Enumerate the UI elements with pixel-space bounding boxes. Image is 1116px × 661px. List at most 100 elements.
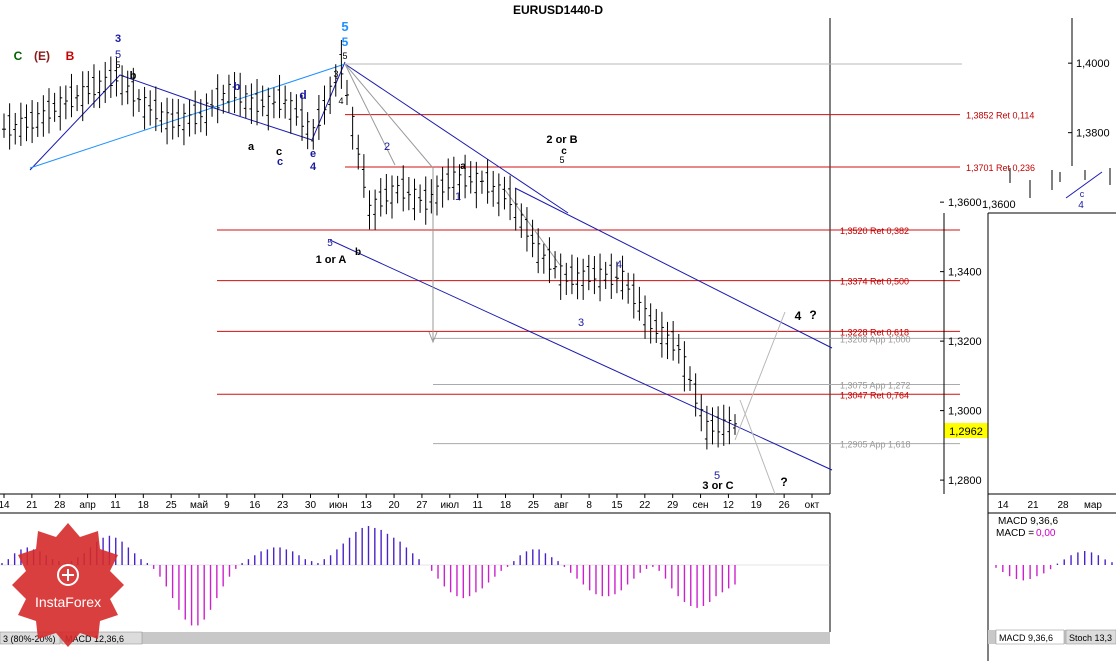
price-tick-label: 1,4000 [1076, 58, 1110, 70]
channel-low [329, 239, 833, 471]
x-tick-label: 16 [249, 500, 261, 511]
ohlc-bar [322, 85, 327, 125]
x-tick-label: 9 [224, 500, 230, 511]
trend-channels [29, 61, 962, 495]
ohlc-bar [654, 308, 659, 343]
wave-label: b [355, 247, 361, 258]
ohlc-bar [30, 100, 35, 144]
ohlc-bar [361, 154, 366, 198]
ohlc-bar [519, 203, 524, 238]
wave-label: 1 [455, 191, 461, 203]
ohlc-bar [356, 134, 361, 170]
indicator-tab-2[interactable]: MACD 12,36,6 [61, 631, 143, 645]
wave-label: 3 [333, 69, 338, 79]
ohlc-bar [204, 93, 209, 136]
x-tick-label: 8 [586, 500, 592, 511]
ohlc-bar [328, 76, 333, 115]
projection-up [734, 311, 786, 441]
candlestick-series [2, 39, 737, 450]
x-tick-label: 29 [667, 500, 679, 511]
wave-label: b [234, 81, 241, 93]
ohlc-bar [671, 320, 676, 361]
ohlc-bar [58, 86, 63, 131]
ohlc-bar [693, 373, 698, 417]
ohlc-bar [643, 295, 648, 339]
cyan-trendline [29, 63, 346, 169]
ohlc-bar [305, 112, 310, 150]
ohlc-bar [401, 165, 406, 212]
ohlc-bar [131, 67, 136, 117]
ohlc-bar [226, 74, 231, 113]
wave-label: c [561, 146, 567, 157]
ohlc-bar [457, 164, 462, 201]
ohlc-bar [103, 61, 108, 104]
wave-label: c [277, 156, 283, 168]
ohlc-bar [232, 72, 237, 114]
ohlc-bar [378, 178, 383, 217]
ohlc-bar [586, 254, 591, 291]
ohlc-bar [727, 406, 732, 445]
ohlc-bar [659, 311, 664, 358]
fibo-label: 1,3047 Ret 0,764 [840, 390, 909, 400]
ohlc-bar [451, 156, 456, 200]
x-tick-label: май [190, 500, 208, 511]
ohlc-bar [710, 407, 715, 445]
ohlc-bar [536, 228, 541, 274]
fibo-label: 1,3701 Ret 0,236 [966, 163, 1035, 173]
wave-label: 5 [559, 155, 564, 165]
ohlc-bar [176, 99, 181, 138]
ohlc-bar [575, 257, 580, 300]
ohlc-bar [159, 102, 164, 133]
ohlc-bar [120, 65, 125, 106]
ohlc-bar [13, 112, 18, 145]
x-tick-label: апр [79, 500, 96, 511]
ohlc-bar [86, 71, 91, 105]
x-tick-label: 11 [110, 500, 121, 511]
macd-panel: 3 (80%-20%) MACD 12,36,6 [0, 512, 831, 645]
ohlc-bar [46, 88, 51, 134]
ohlc-bar [238, 72, 243, 116]
ohlc-bar [80, 71, 85, 122]
x-tick-label: 25 [528, 500, 540, 511]
ohlc-bar [395, 175, 400, 204]
ohlc-bar [598, 253, 603, 302]
x-tick-label: 27 [416, 500, 428, 511]
price-tick-label: 1,2800 [948, 475, 982, 487]
wave-label: 4 [1078, 200, 1084, 211]
x-tick-label: 18 [500, 500, 512, 511]
wave-label: d [299, 88, 306, 102]
ohlc-bar [108, 56, 113, 98]
gray-arrow-drop [344, 63, 434, 169]
ohlc-bar [52, 92, 57, 122]
current-price-badge [944, 423, 988, 438]
ohlc-bar [626, 272, 631, 304]
wave-label: 5 [342, 35, 349, 49]
wave-label: 4 [795, 309, 802, 323]
main-price-panel: 1,3852 Ret 0,114 1,3701 Ret 0,236 1,3520 R… [0, 18, 1085, 495]
ohlc-bar [266, 87, 271, 131]
ohlc-bar [485, 159, 490, 204]
side-time-axis: 14 21 28 мар [997, 500, 1102, 511]
x-tick-label: сен [693, 500, 709, 511]
ohlc-bar [345, 79, 350, 106]
ohlc-bar [283, 85, 288, 119]
ohlc-bar [463, 154, 468, 199]
ohlc-bar [165, 97, 170, 145]
wave-path-upper [29, 61, 346, 171]
ohlc-bar [716, 406, 721, 448]
wave-label: 5 [115, 60, 120, 70]
side-macd-title: MACD 9,36,6 [998, 516, 1058, 527]
side-x-tick-label: мар [1084, 500, 1102, 511]
x-tick-label: 23 [277, 500, 289, 511]
ohlc-bar [260, 85, 265, 117]
ohlc-bar [474, 161, 479, 209]
wave-label: 5 [714, 470, 720, 482]
wave-label: ? [780, 475, 787, 489]
side-tab-1[interactable]: MACD 9,36,6 [995, 629, 1065, 645]
ohlc-bar [412, 178, 417, 221]
ohlc-bar [631, 273, 636, 319]
side-tab-2[interactable]: Stoch 13,3 [1065, 629, 1116, 645]
wave-label: a [460, 161, 466, 172]
